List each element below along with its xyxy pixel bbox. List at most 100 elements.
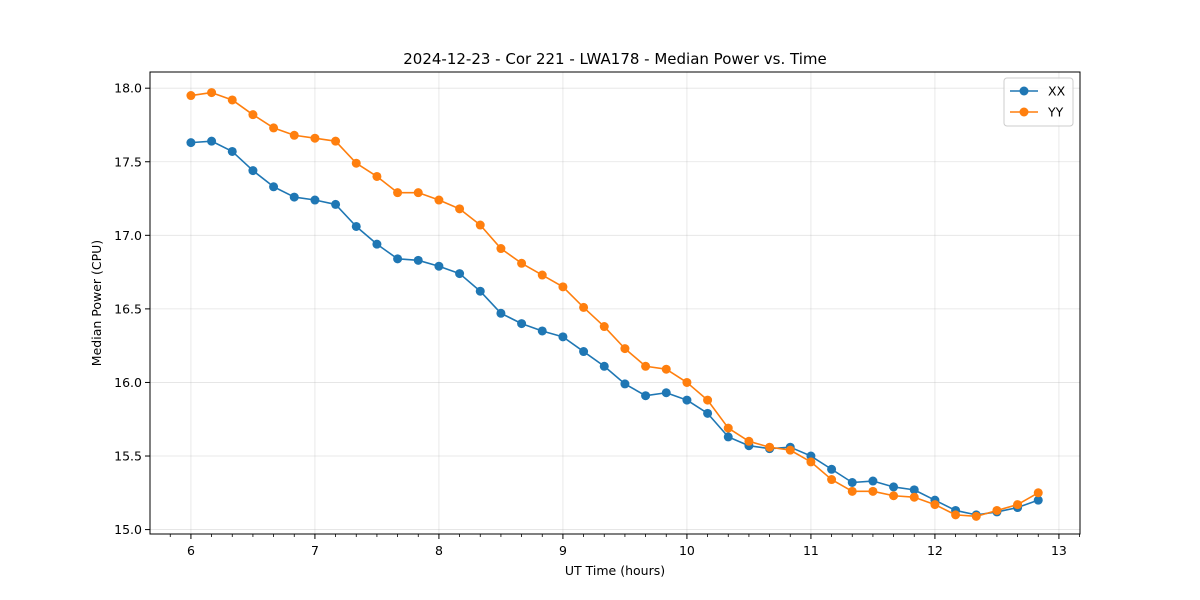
- legend: XX YY: [1003, 77, 1074, 127]
- data-point-xx: [331, 199, 341, 209]
- x-tick-label: 10: [679, 543, 695, 558]
- data-point-yy: [703, 395, 713, 405]
- data-point-yy: [909, 492, 919, 502]
- x-tick-label: 6: [187, 543, 195, 558]
- data-point-xx: [289, 192, 299, 202]
- data-point-xx: [579, 347, 589, 357]
- y-tick-label: 16.0: [114, 375, 142, 390]
- data-point-yy: [806, 457, 816, 467]
- data-point-xx: [1033, 495, 1043, 505]
- data-point-yy: [579, 302, 589, 312]
- data-point-xx: [641, 391, 651, 401]
- data-point-xx: [599, 361, 609, 371]
- y-tick-label: 16.5: [114, 301, 142, 316]
- data-point-yy: [517, 258, 527, 268]
- data-point-yy: [393, 188, 403, 198]
- data-point-xx: [703, 408, 713, 418]
- y-tick-label: 15.5: [114, 449, 142, 464]
- data-point-yy: [207, 88, 217, 98]
- x-tick-label: 8: [435, 543, 443, 558]
- data-point-yy: [248, 110, 258, 120]
- data-point-xx: [186, 138, 196, 148]
- data-point-xx: [723, 432, 733, 442]
- y-tick-label: 17.5: [114, 154, 142, 169]
- data-point-yy: [558, 282, 568, 292]
- data-point-yy: [847, 486, 857, 496]
- x-tick-label: 12: [927, 543, 943, 558]
- data-point-yy: [930, 500, 940, 510]
- data-point-yy: [620, 344, 630, 354]
- y-tick-label: 15.0: [114, 522, 142, 537]
- data-point-yy: [889, 491, 899, 501]
- data-point-yy: [455, 204, 465, 214]
- data-point-yy: [269, 123, 279, 133]
- data-point-xx: [351, 221, 361, 231]
- data-point-xx: [372, 239, 382, 249]
- data-point-yy: [227, 95, 237, 105]
- y-axis-label: Median Power (CPU): [89, 240, 104, 366]
- data-point-yy: [992, 505, 1002, 515]
- legend-marker-yy: [1019, 107, 1029, 117]
- data-point-yy: [475, 220, 485, 230]
- data-point-xx: [413, 255, 423, 265]
- data-point-yy: [971, 511, 981, 521]
- data-point-xx: [475, 286, 485, 296]
- data-point-yy: [744, 436, 754, 446]
- data-point-xx: [434, 261, 444, 271]
- data-point-yy: [723, 423, 733, 433]
- data-point-yy: [661, 364, 671, 374]
- legend-label-xx: XX: [1048, 84, 1066, 99]
- data-point-yy: [682, 377, 692, 387]
- data-point-yy: [1033, 488, 1043, 498]
- data-point-xx: [661, 388, 671, 398]
- x-tick-label: 13: [1051, 543, 1067, 558]
- data-point-yy: [413, 188, 423, 198]
- y-tick-label: 17.0: [114, 228, 142, 243]
- series-layer: [186, 88, 1043, 521]
- y-tick-label: 18.0: [114, 81, 142, 96]
- axes: 6 7 8 9 10 11 12 13 15.0 15.5 16.0 16.5 17.0 17.5 18.0: [114, 81, 1080, 558]
- data-point-yy: [331, 136, 341, 146]
- data-point-yy: [434, 195, 444, 205]
- data-point-xx: [827, 464, 837, 474]
- x-tick-label: 7: [311, 543, 319, 558]
- data-point-xx: [682, 395, 692, 405]
- x-tick-label: 9: [559, 543, 567, 558]
- data-point-yy: [599, 322, 609, 332]
- data-point-yy: [868, 486, 878, 496]
- data-point-yy: [289, 130, 299, 140]
- data-point-xx: [889, 482, 899, 492]
- data-point-yy: [310, 133, 320, 143]
- data-point-xx: [868, 476, 878, 486]
- chart-title: 2024-12-23 - Cor 221 - LWA178 - Median P…: [403, 50, 827, 68]
- data-point-yy: [496, 244, 506, 254]
- data-point-xx: [455, 269, 465, 279]
- data-point-xx: [393, 254, 403, 264]
- data-point-xx: [269, 182, 279, 192]
- data-point-yy: [827, 475, 837, 485]
- legend-marker-xx: [1019, 86, 1029, 96]
- data-point-xx: [909, 485, 919, 495]
- data-point-xx: [620, 379, 630, 389]
- data-point-xx: [517, 319, 527, 329]
- data-point-yy: [785, 445, 795, 455]
- data-point-yy: [641, 361, 651, 371]
- series-yy: [186, 88, 1043, 521]
- data-point-xx: [248, 166, 258, 176]
- data-point-xx: [496, 308, 506, 318]
- x-tick-label: 11: [803, 543, 819, 558]
- data-point-xx: [207, 136, 217, 146]
- data-point-yy: [537, 270, 547, 280]
- data-point-yy: [372, 171, 382, 181]
- legend-label-yy: YY: [1047, 105, 1064, 120]
- data-point-yy: [1013, 500, 1023, 510]
- data-point-yy: [951, 510, 961, 520]
- data-point-xx: [227, 146, 237, 156]
- data-point-xx: [310, 195, 320, 205]
- data-point-yy: [186, 91, 196, 101]
- grid: [150, 72, 1080, 534]
- data-point-xx: [537, 326, 547, 336]
- plot-area: [149, 71, 1081, 535]
- data-point-yy: [765, 442, 775, 452]
